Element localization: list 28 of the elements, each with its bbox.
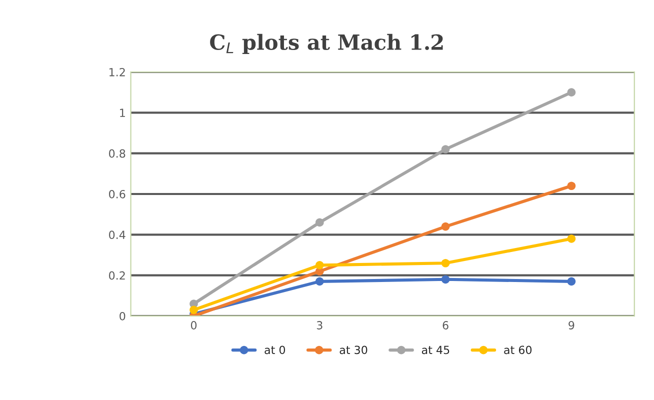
chart-title: C$_{L}$ plots at Mach 1.2 (210, 34, 443, 54)
legend-label: at 45 (422, 346, 450, 354)
x-tick-label: 9 (568, 321, 574, 330)
y-tick-label: 1 (120, 108, 125, 117)
point (441, 258, 450, 268)
y-tick-label: 0.8 (109, 149, 126, 158)
point (441, 145, 450, 154)
y-tick-label: 1.2 (109, 68, 125, 76)
point (567, 88, 576, 96)
point (315, 218, 324, 227)
point (315, 261, 324, 270)
point (567, 277, 576, 286)
point (567, 182, 576, 190)
point (441, 222, 450, 231)
point (441, 275, 450, 284)
y-tick-label: 0.4 (109, 230, 126, 240)
legend-label: at 60 (504, 346, 532, 354)
x-tick-label: 0 (190, 321, 197, 330)
point (315, 277, 324, 286)
y-tick-label: 0 (120, 312, 126, 320)
legend-label: at 30 (340, 346, 368, 354)
point (567, 234, 576, 243)
x-tick-label: 3 (316, 321, 322, 330)
x-tick-label: 6 (442, 321, 448, 330)
legend-label: at 0 (264, 346, 286, 354)
y-tick-label: 0.6 (109, 190, 126, 198)
y-tick-label: 0.2 (109, 271, 125, 280)
point (190, 306, 198, 314)
